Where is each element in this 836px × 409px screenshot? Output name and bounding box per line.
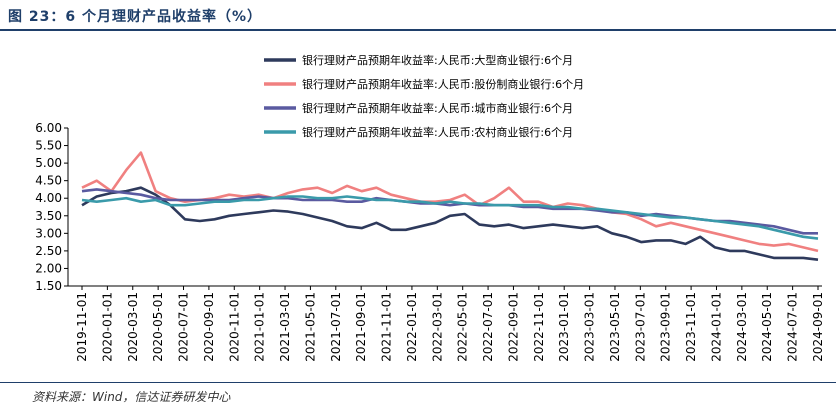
source-divider [0,382,836,383]
series-line-1 [81,186,819,261]
x-tick-label: 2022-03-01 [430,292,444,362]
series-line-4 [81,195,819,240]
x-tick-label: 2024-05-01 [760,292,774,362]
x-tick-label: 2023-05-01 [608,292,622,362]
x-tick-label: 2023-01-01 [557,292,571,362]
series-line-3 [81,188,818,235]
x-tick-label: 2024-09-01 [811,292,825,362]
x-tick-label: 2024-07-01 [786,292,800,362]
y-tick-label: 6.00 [35,121,62,135]
y-tick-label: 4.00 [35,191,62,205]
x-tick-label: 2019-11-01 [75,292,89,362]
y-tick-label: 3.00 [35,226,62,240]
x-tick-label: 2021-09-01 [354,292,368,362]
y-tick-label: 2.00 [35,261,62,275]
x-tick-label: 2022-09-01 [506,292,520,362]
x-tick-label: 2021-07-01 [329,292,343,362]
chart-series-group [81,151,819,261]
y-tick-label: 3.50 [35,209,62,223]
x-tick-label: 2022-07-01 [481,292,495,362]
legend-label-4: 银行理财产品预期年收益率:人民币:农村商业银行:6个月 [302,125,573,139]
x-tick-label: 2024-01-01 [709,292,723,362]
y-tick-label: 4.50 [35,174,62,188]
x-tick-label: 2020-01-01 [100,292,114,362]
x-axis: 2019-11-01 2020-01-01 2020-03-01 2020-05-01… [68,285,825,362]
chart-title: 图 23：6 个月理财产品收益率（%） [8,9,262,25]
title-divider [0,29,836,31]
x-tick-label: 2020-07-01 [177,292,191,362]
x-tick-label: 2023-03-01 [583,292,597,362]
x-tick-label: 2020-03-01 [126,292,140,362]
x-tick-label: 2020-05-01 [151,292,165,362]
x-tick-label: 2021-05-01 [303,292,317,362]
source-note: 资料来源：Wind，信达证券研发中心 [32,390,231,404]
legend-label-3: 银行理财产品预期年收益率:人民币:城市商业银行:6个月 [302,101,573,115]
y-tick-label: 5.50 [35,139,62,153]
x-tick-label: 2022-05-01 [456,292,470,362]
x-tick-label: 2021-01-01 [253,292,267,362]
y-tick-label: 2.50 [35,244,62,258]
x-tick-label: 2022-01-01 [405,292,419,362]
x-tick-label: 2024-03-01 [735,292,749,362]
x-tick-label: 2020-11-01 [227,292,241,362]
x-tick-label: 2023-07-01 [633,292,647,362]
x-tick-label: 2023-09-01 [659,292,673,362]
y-tick-label: 1.50 [35,279,62,293]
chart-legend: 银行理财产品预期年收益率:人民币:大型商业银行:6个月银行理财产品预期年收益率:… [264,53,584,139]
x-tick-label: 2022-11-01 [532,292,546,362]
x-tick-label: 2021-03-01 [278,292,292,362]
y-axis: 6.00 5.50 5.00 4.50 4.00 3.50 3.00 2.50 2.00 1.50 [35,121,69,293]
legend-label-1: 银行理财产品预期年收益率:人民币:大型商业银行:6个月 [302,53,573,67]
y-tick-label: 5.00 [35,156,62,170]
x-tick-label: 2020-09-01 [202,292,216,362]
x-tick-label: 2021-11-01 [380,292,394,362]
x-tick-label: 2023-11-01 [684,292,698,362]
legend-label-2: 银行理财产品预期年收益率:人民币:股份制商业银行:6个月 [302,77,584,91]
